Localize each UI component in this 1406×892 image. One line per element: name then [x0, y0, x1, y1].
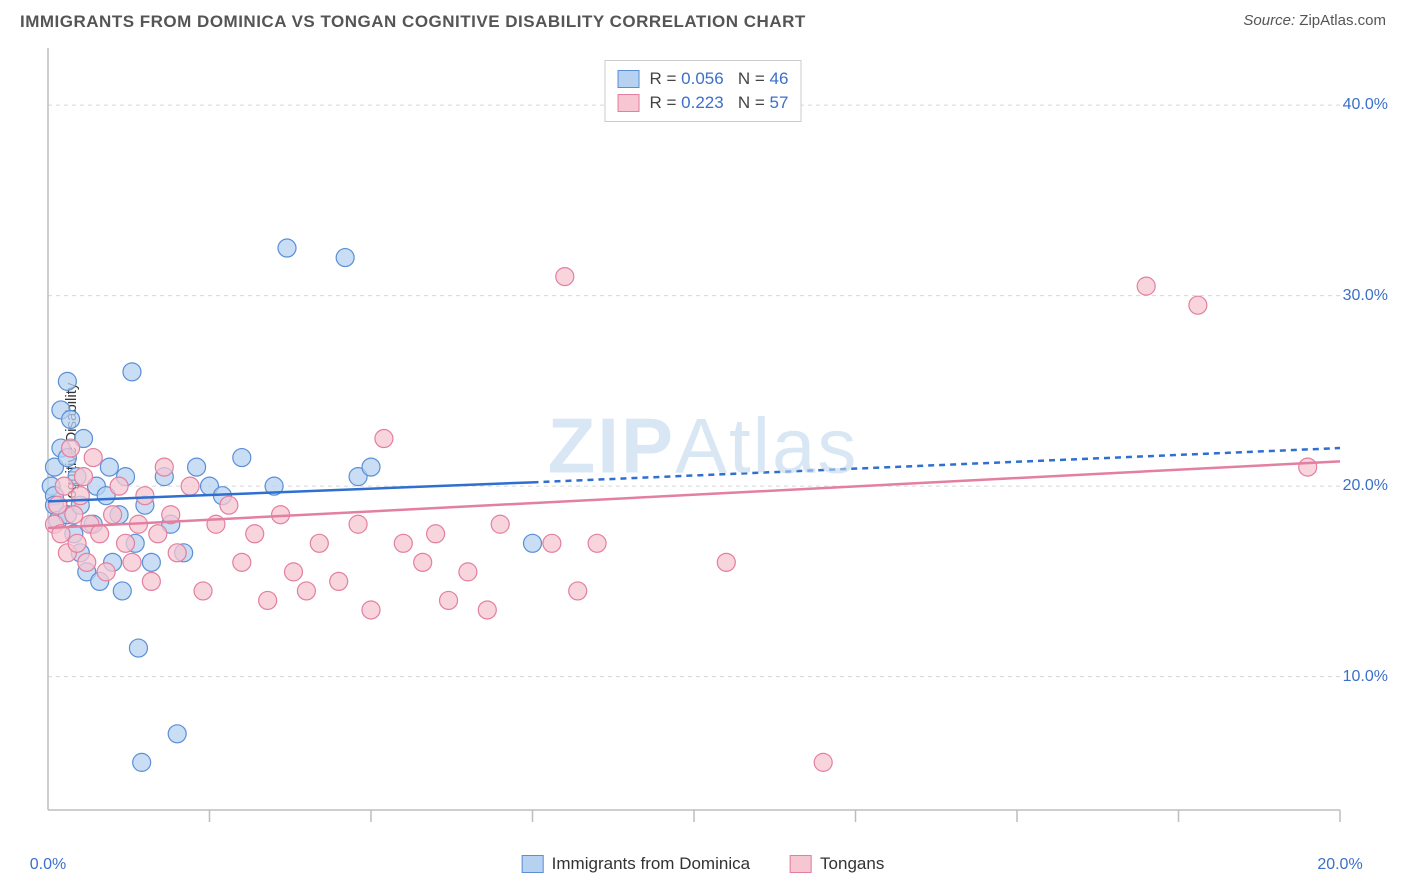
stat-legend-row: R = 0.056 N = 46 [618, 67, 789, 91]
x-tick-label: 20.0% [1317, 856, 1362, 874]
series-legend: Immigrants from Dominica Tongans [522, 854, 885, 874]
scatter-plot [0, 0, 1406, 892]
y-tick-label: 10.0% [1343, 668, 1388, 686]
series-legend-item: Immigrants from Dominica [522, 854, 750, 874]
legend-swatch [790, 855, 812, 873]
chart-container: IMMIGRANTS FROM DOMINICA VS TONGAN COGNI… [0, 0, 1406, 892]
legend-swatch [618, 70, 640, 88]
series-legend-item: Tongans [790, 854, 884, 874]
series-label: Immigrants from Dominica [552, 854, 750, 874]
y-tick-label: 20.0% [1343, 477, 1388, 495]
x-tick-label: 0.0% [30, 856, 66, 874]
y-tick-label: 40.0% [1343, 96, 1388, 114]
stat-text: R = 0.056 N = 46 [650, 67, 789, 91]
stat-text: R = 0.223 N = 57 [650, 91, 789, 115]
y-tick-label: 30.0% [1343, 287, 1388, 305]
stat-legend: R = 0.056 N = 46R = 0.223 N = 57 [605, 60, 802, 122]
legend-swatch [618, 94, 640, 112]
series-label: Tongans [820, 854, 884, 874]
stat-legend-row: R = 0.223 N = 57 [618, 91, 789, 115]
legend-swatch [522, 855, 544, 873]
